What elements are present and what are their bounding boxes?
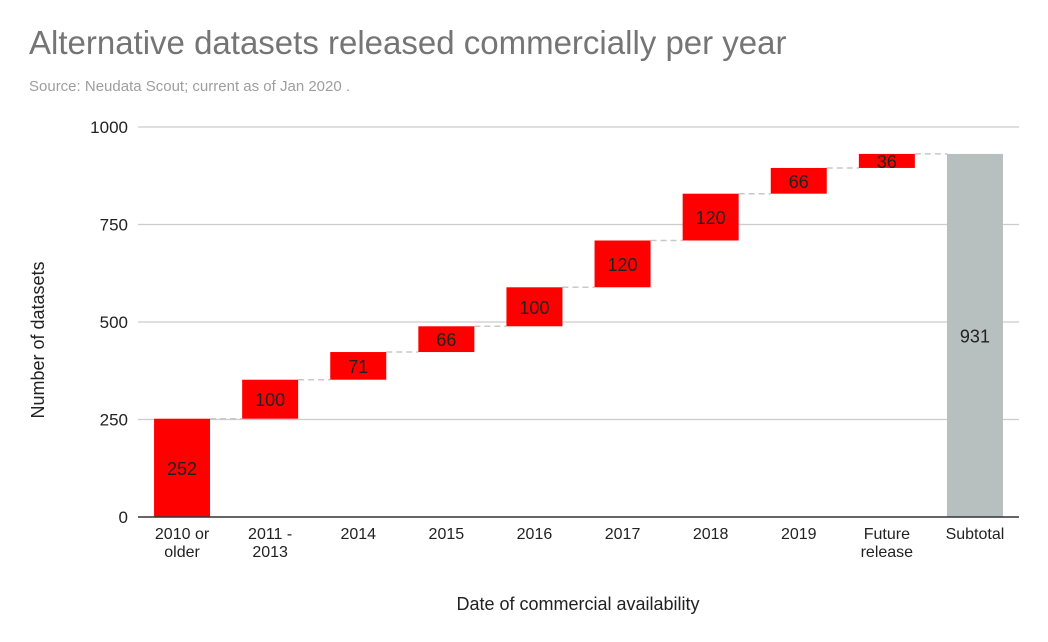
y-tick-label: 0 xyxy=(119,508,128,527)
y-tick-label: 1000 xyxy=(90,118,128,137)
chart-subtitle: Source: Neudata Scout; current as of Jan… xyxy=(29,78,351,95)
connectors xyxy=(210,153,947,420)
data-label: 66 xyxy=(789,172,809,192)
x-tick-label-line: Subtotal xyxy=(946,526,1005,543)
x-tick-label-line: release xyxy=(861,544,914,561)
axes: 0 250 500 750 1000 2010 or older 2011 -2013 2014… xyxy=(90,118,1019,561)
data-label: 120 xyxy=(696,208,726,228)
x-tick-label: 2018 xyxy=(693,526,729,543)
x-tick-label-line: 2010 or xyxy=(155,526,210,543)
bar xyxy=(858,153,915,168)
bar xyxy=(330,352,387,380)
x-tick-label: 2016 xyxy=(517,526,553,543)
x-tick-label: 2011 -2013 xyxy=(248,526,292,561)
chart-title: Alternative datasets released commercial… xyxy=(29,24,787,61)
bars xyxy=(154,153,1003,517)
y-tick-label: 750 xyxy=(100,216,128,235)
x-tick-label: 2015 xyxy=(429,526,465,543)
x-tick-label: 2017 xyxy=(605,526,641,543)
data-label: 100 xyxy=(519,298,549,318)
x-tick-label-line: 2016 xyxy=(517,526,553,543)
gridlines xyxy=(138,126,1019,421)
x-tick-label: Future release xyxy=(861,526,914,561)
x-tick-label-line: 2015 xyxy=(429,526,465,543)
bar xyxy=(594,240,651,288)
x-tick-label-line: older xyxy=(164,544,200,561)
y-axis-label: Number of datasets xyxy=(28,261,48,418)
y-tick-label: 250 xyxy=(100,411,128,430)
x-tick-label-line: 2017 xyxy=(605,526,641,543)
bar xyxy=(418,326,475,353)
bar xyxy=(242,379,299,419)
x-tick-label-line: 2011 - xyxy=(248,526,292,543)
x-tick-label: Subtotal xyxy=(946,526,1005,543)
data-label: 66 xyxy=(436,330,456,350)
x-axis-label: Date of commercial availability xyxy=(456,594,699,614)
data-label: 71 xyxy=(348,357,368,377)
x-tick-label-line: 2014 xyxy=(340,526,376,543)
x-tick-label: 2010 or older xyxy=(155,526,210,561)
x-tick-label-line: 2019 xyxy=(781,526,817,543)
bar xyxy=(770,167,827,194)
subtotal-bar xyxy=(946,153,1003,517)
x-tick-label: 2019 xyxy=(781,526,817,543)
data-label: 36 xyxy=(877,152,897,172)
x-tick-label-line: 2013 xyxy=(252,544,288,561)
data-label: 120 xyxy=(608,255,638,275)
bar xyxy=(154,418,211,517)
x-tick-label: 2014 xyxy=(340,526,376,543)
data-labels: 252 100 71 66 100 120 120 66 36 931 xyxy=(167,152,990,479)
x-tick-label-line: Future xyxy=(864,526,910,543)
bar xyxy=(682,193,739,241)
data-label: 100 xyxy=(255,390,285,410)
data-label: 931 xyxy=(960,326,990,346)
bar xyxy=(506,287,563,327)
x-tick-label-line: 2018 xyxy=(693,526,729,543)
data-label: 252 xyxy=(167,459,197,479)
y-tick-label: 500 xyxy=(100,313,128,332)
